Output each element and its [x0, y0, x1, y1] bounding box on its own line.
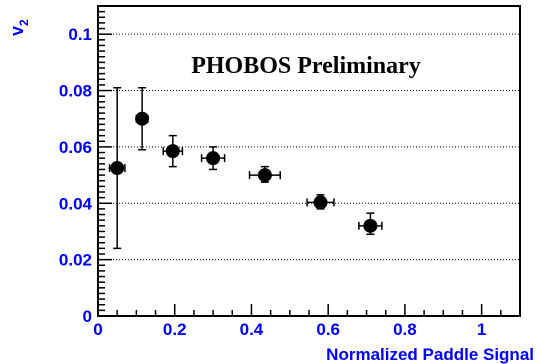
- x-tick-label: 0.8: [393, 320, 417, 339]
- y-tick-label: 0: [83, 307, 92, 326]
- grid-lines: [98, 33, 520, 261]
- data-point: [200, 146, 226, 171]
- data-marker: [313, 195, 328, 210]
- x-tick-label: 0.6: [316, 320, 340, 339]
- y-tick-labels: 0 0.02 0.04 0.06 0.08 0.1: [59, 25, 93, 326]
- y-tick-label: 0.04: [59, 194, 93, 213]
- data-point: [135, 86, 150, 151]
- data-point: [358, 212, 383, 236]
- data-point: [306, 194, 335, 210]
- x-tick-label: 0.2: [163, 320, 187, 339]
- data-marker: [110, 161, 125, 176]
- x-tick-label: 0.4: [240, 320, 264, 339]
- data-marker: [135, 111, 150, 126]
- x-tick-label: 0: [93, 320, 102, 339]
- data-marker: [165, 144, 180, 159]
- y-tick-label: 0.08: [59, 82, 92, 101]
- data-point: [248, 165, 281, 183]
- data-points: [108, 86, 383, 250]
- y-tick-label: 0.02: [59, 251, 92, 270]
- data-marker: [206, 151, 221, 166]
- data-point: [108, 86, 126, 250]
- y-tick-label: 0.06: [59, 138, 92, 157]
- y-axis-title-main: v: [7, 26, 27, 36]
- y-axis-title: v2: [7, 19, 31, 36]
- axis-ticks: [97, 5, 521, 317]
- y-axis-title-sub: 2: [17, 19, 31, 26]
- data-marker: [363, 218, 378, 233]
- y-tick-label: 0.1: [68, 25, 92, 44]
- x-tick-labels: 0 0.2 0.4 0.6 0.8 1: [93, 320, 486, 339]
- data-point: [162, 134, 184, 168]
- x-tick-label: 1: [477, 320, 486, 339]
- annotation-text: PHOBOS Preliminary: [191, 53, 421, 79]
- data-marker: [257, 168, 272, 183]
- x-axis-title: Normalized Paddle Signal: [326, 345, 534, 364]
